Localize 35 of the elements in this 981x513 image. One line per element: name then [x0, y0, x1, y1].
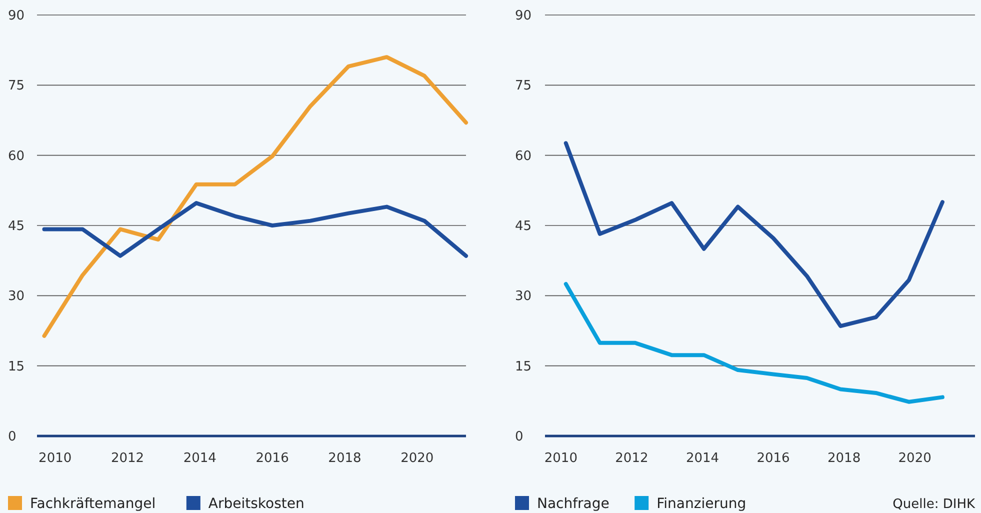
y-tick-label: 75 — [515, 78, 532, 94]
y-tick-label: 30 — [515, 289, 532, 304]
x-tick-label: 2018 — [828, 451, 861, 466]
y-tick-label: 90 — [515, 8, 532, 24]
y-tick-label: 60 — [8, 148, 25, 164]
x-tick-label: 2018 — [328, 451, 362, 466]
source-note: Quelle: DIHK — [892, 497, 976, 512]
y-tick-label: 30 — [8, 289, 25, 304]
legend-label: Finanzierung — [656, 496, 746, 512]
y-tick-label: 45 — [515, 219, 532, 234]
legend-label: Fachkräftemangel — [30, 496, 156, 512]
line-series — [564, 141, 944, 328]
legend-label: Nachfrage — [537, 496, 610, 512]
y-tick-label: 60 — [515, 148, 532, 164]
x-tick-label: 2012 — [110, 451, 144, 466]
line-series — [42, 55, 468, 338]
y-tick-label: 15 — [8, 359, 25, 374]
line-series — [42, 201, 468, 258]
x-tick-label: 2016 — [256, 451, 289, 466]
x-tick-label: 2016 — [756, 451, 790, 466]
x-tick-label: 2014 — [686, 451, 720, 466]
line-series — [564, 282, 944, 404]
x-tick-label: 2012 — [615, 451, 648, 466]
y-tick-label: 90 — [8, 8, 25, 24]
y-tick-label: 0 — [8, 430, 16, 445]
y-tick-label: 75 — [8, 78, 25, 94]
y-tick-label: 45 — [8, 219, 25, 234]
x-tick-label: 2020 — [898, 451, 932, 466]
legend-label: Arbeitskosten — [208, 496, 304, 512]
x-tick-label: 2014 — [183, 451, 216, 466]
y-tick-label: 0 — [515, 430, 524, 445]
x-tick-label: 2020 — [400, 451, 434, 466]
x-tick-label: 2010 — [38, 451, 72, 466]
y-tick-label: 15 — [515, 359, 532, 374]
x-tick-label: 2010 — [544, 451, 578, 466]
